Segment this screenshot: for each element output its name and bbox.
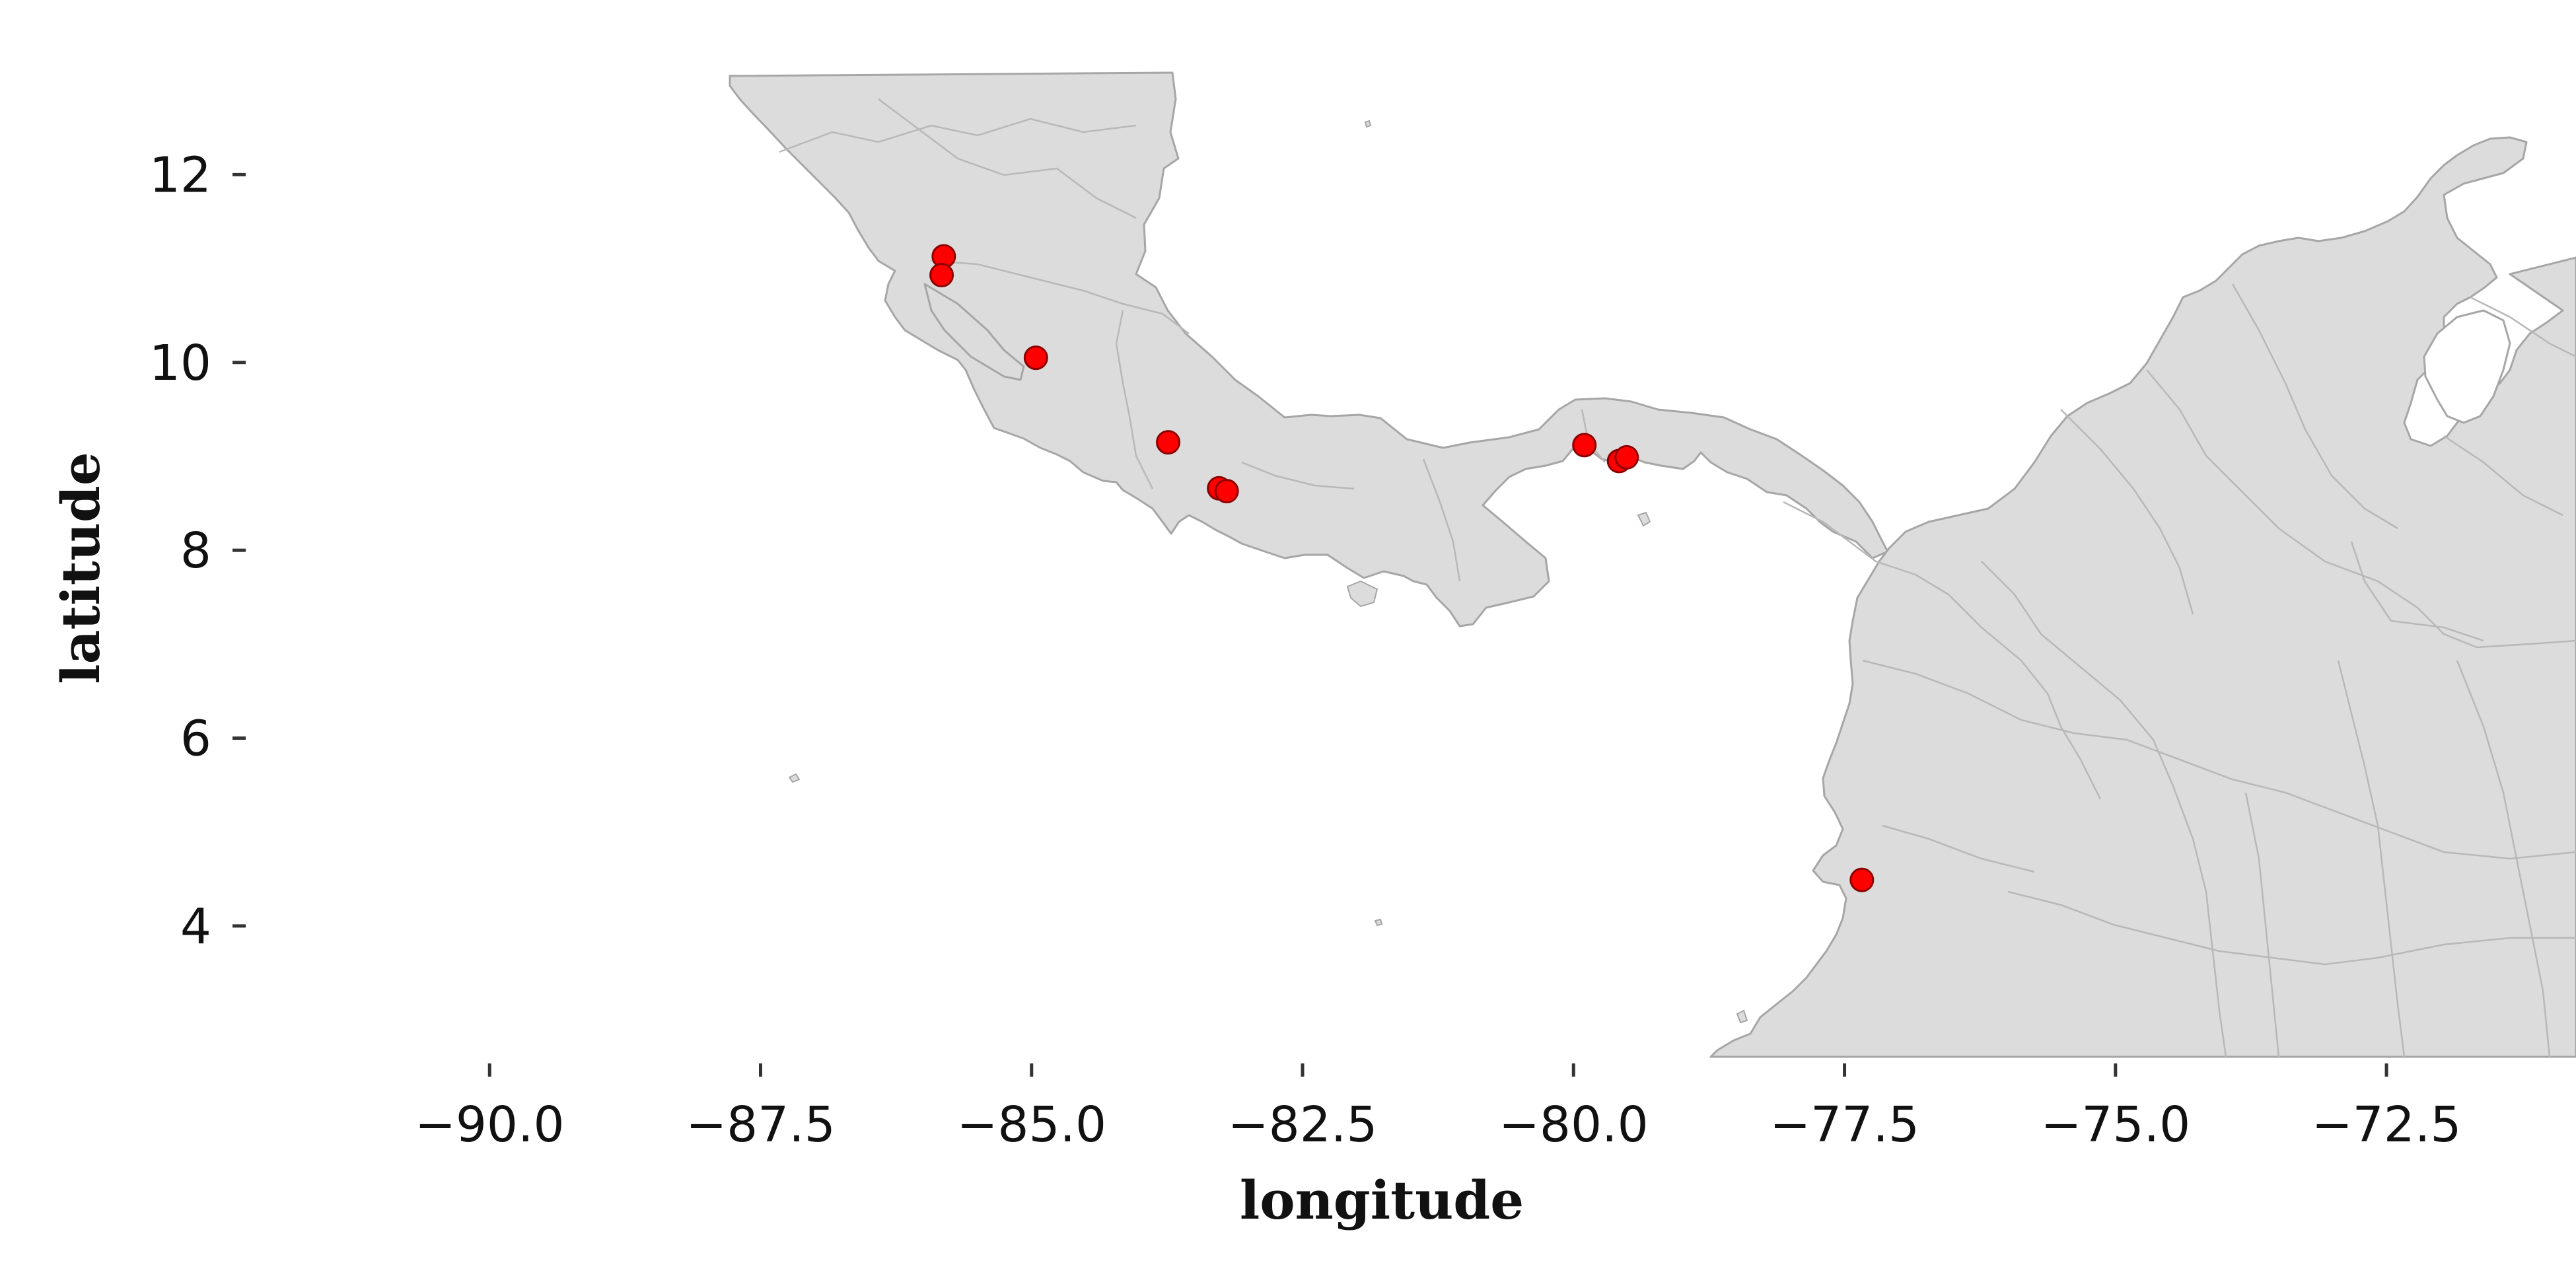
sample-point-9	[1614, 445, 1639, 470]
sample-point-6	[1214, 479, 1239, 504]
sample-point-4	[1156, 430, 1181, 455]
points-layer	[929, 244, 1875, 892]
x-axis-label: longitude	[1240, 1169, 1524, 1231]
island-cocos	[788, 773, 801, 783]
y-tick-label: 12	[149, 147, 211, 203]
y-axis: 4 6 8 10 12	[149, 147, 246, 955]
central-america-landmass	[729, 71, 1889, 627]
x-tick-label: −75.0	[2040, 1096, 2190, 1153]
y-tick-label: 8	[180, 522, 211, 579]
island-gorgona	[1736, 1009, 1748, 1024]
y-axis-label: latitude	[50, 452, 112, 684]
sample-point-2	[929, 263, 954, 288]
island-coiba	[1346, 580, 1378, 608]
sample-point-3	[1023, 345, 1048, 371]
south-america-landmass	[1709, 136, 2576, 1058]
nicoya-peninsula	[923, 283, 1025, 381]
lake-maracaibo	[2423, 309, 2511, 424]
island-pearl	[1637, 511, 1651, 527]
y-tick-label: 6	[180, 710, 211, 767]
land-basemap	[729, 71, 2576, 1058]
sample-point-10	[1849, 867, 1875, 892]
sample-point-7	[1572, 433, 1597, 458]
x-axis: −90.0 −87.5 −85.0 −82.5 −80.0 −77.5 −75.0 −72.5	[415, 1063, 2462, 1153]
x-tick-label: −80.0	[1499, 1096, 1649, 1153]
x-tick-label: −90.0	[415, 1096, 565, 1153]
x-tick-label: −82.5	[1228, 1096, 1378, 1153]
y-tick-label: 10	[149, 335, 211, 392]
x-tick-label: −77.5	[1770, 1096, 1919, 1153]
x-tick-label: −72.5	[2312, 1096, 2462, 1153]
x-tick-label: −87.5	[686, 1096, 836, 1153]
island-san-andres	[1364, 120, 1372, 128]
x-tick-label: −85.0	[956, 1096, 1106, 1153]
island-malpelo	[1374, 918, 1383, 927]
y-tick-label: 4	[180, 898, 211, 955]
